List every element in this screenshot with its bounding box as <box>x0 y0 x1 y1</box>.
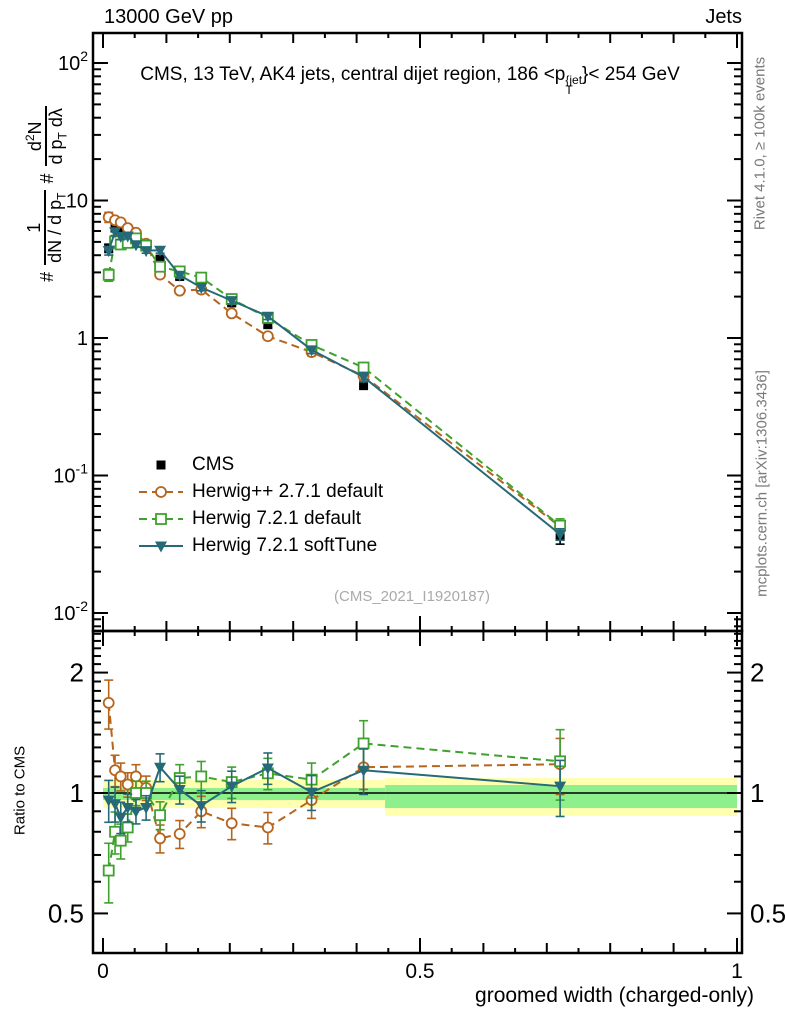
rivet-version-note: Rivet 4.1.0, ≥ 100k events <box>751 56 769 231</box>
y-axis-title-main: # 1 dN / d pT # d2N d pT dλ <box>21 24 73 364</box>
series-herwig-7-2-1-softtune <box>102 227 567 835</box>
y-ratio-tick-label-right: 0.5 <box>750 898 786 928</box>
analysis-id-watermark: (CMS_2021_I1920187) <box>334 588 490 605</box>
tick-labels: 102 10 1 10-1 10-2 2 2 1 1 0.5 0.5 0 0.5 1 <box>48 48 786 983</box>
y-ratio-tick-label-left: 2 <box>70 658 84 688</box>
plot-title-sub: T <box>565 83 573 97</box>
plot-title-sup: {jet <box>565 73 583 87</box>
y-ratio-tick-label-right: 1 <box>750 778 764 808</box>
mcplots-note: mcplots.cern.ch [arXiv:1306.3436] <box>753 370 771 597</box>
legend-item-herwig7-softtune: Herwig 7.2.1 softTune <box>138 532 383 559</box>
y-main-tick-label: 10-2 <box>53 598 88 625</box>
x-axis-title: groomed width (charged-only) <box>475 984 754 1007</box>
y-ratio-tick-label-left: 0.5 <box>48 898 84 928</box>
herwigpp-marker-icon <box>139 485 183 498</box>
beam-energy-label: 13000 GeV pp <box>104 6 233 28</box>
y-axis-title-ratio: Ratio to CMS <box>11 745 29 836</box>
plot-title-supsub: {jet T <box>565 73 583 97</box>
legend-item-herwig7-default: Herwig 7.2.1 default <box>138 505 383 532</box>
x-tick-label: 1 <box>731 960 743 983</box>
legend-label: Herwig++ 2.7.1 default <box>192 480 384 502</box>
y-main-tick-label: 10-1 <box>53 461 88 488</box>
y-main-tick-label: 1 <box>77 328 88 350</box>
legend-item-herwigpp-default: Herwig++ 2.7.1 default <box>138 478 383 505</box>
ylabel-hash1: # <box>36 271 57 282</box>
plot-title-prefix: CMS, 13 TeV, AK4 jets, central dijet reg… <box>140 64 566 85</box>
x-tick-label: 0 <box>97 960 109 983</box>
y-ratio-tick-label-left: 1 <box>70 778 84 808</box>
legend: CMS Herwig++ 2.7.1 default Herwig 7.2.1 … <box>138 451 383 559</box>
ylabel-f1-num: 1 <box>24 222 45 233</box>
legend-label: CMS <box>192 453 235 475</box>
analysis-group-label: Jets <box>705 6 742 28</box>
cms-marker-icon <box>156 460 166 469</box>
y-main-tick-label: 102 <box>58 48 88 75</box>
plot-title-suffix: }< 254 GeV <box>582 64 680 85</box>
ylabel-hash2: # <box>36 173 57 184</box>
axis-ticks <box>93 33 742 953</box>
herwig7-softtune-marker-icon <box>139 541 183 552</box>
herwig7-default-marker-icon <box>139 512 183 525</box>
x-tick-label: 0.5 <box>405 960 434 983</box>
legend-item-cms: CMS <box>138 451 383 478</box>
ylabel-f1-den: dN / d pT <box>44 190 69 265</box>
legend-label: Herwig 7.2.1 default <box>192 507 361 529</box>
ylabel-fraction-1: 1 dN / d pT <box>24 190 69 265</box>
ylabel-f2-den: d pT dλ <box>45 106 70 167</box>
ylabel-f2-num: d2N <box>23 121 46 152</box>
y-main-tick-label: 10 <box>66 191 88 213</box>
ylabel-fraction-2: d2N d pT dλ <box>23 106 70 167</box>
y-ratio-tick-label-right: 2 <box>750 658 764 688</box>
legend-label: Herwig 7.2.1 softTune <box>192 534 378 556</box>
plot-title: CMS, 13 TeV, AK4 jets, central dijet reg… <box>60 64 760 97</box>
